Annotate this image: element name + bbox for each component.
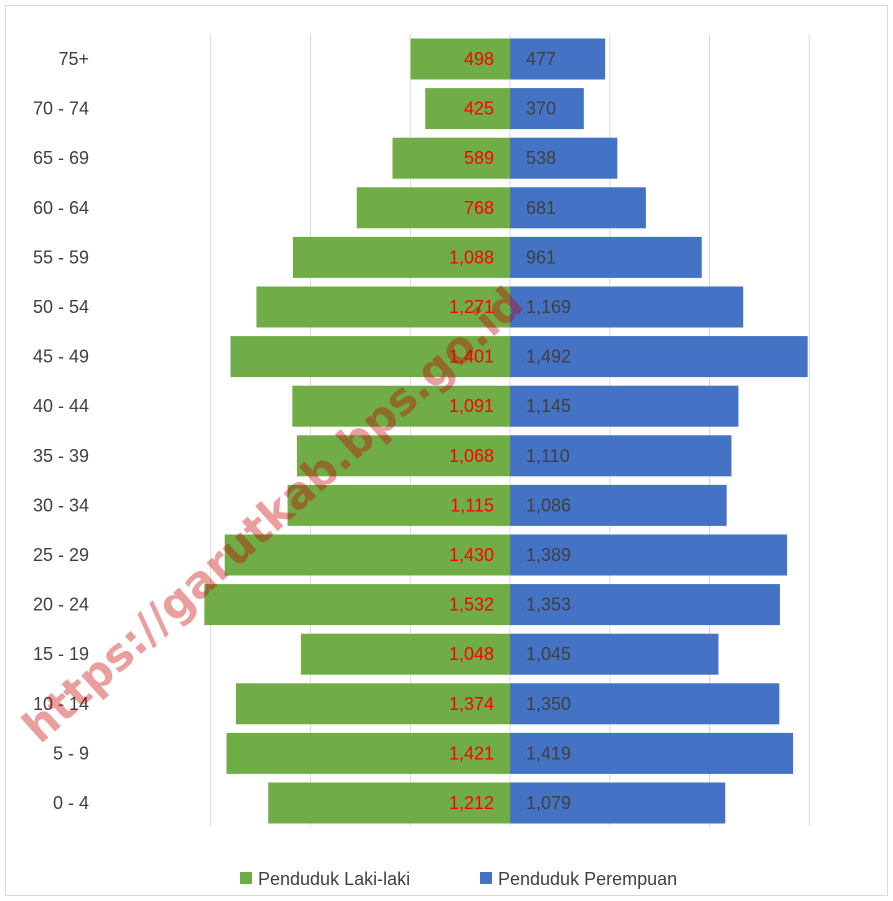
bar-male [292, 236, 510, 278]
bar-male [296, 435, 510, 477]
data-label-male: 1,088 [449, 247, 494, 267]
bar-male [425, 88, 510, 130]
data-label-female: 1,350 [526, 694, 571, 714]
category-label: 0 - 4 [53, 793, 89, 813]
data-label-female: 681 [526, 198, 556, 218]
category-label: 60 - 64 [33, 198, 89, 218]
data-label-female: 1,419 [526, 743, 571, 763]
bar-male [392, 137, 510, 179]
data-label-female: 1,169 [526, 297, 571, 317]
bar-female [510, 534, 788, 576]
bar-male [287, 484, 510, 526]
data-label-female: 1,492 [526, 347, 571, 367]
data-label-female: 538 [526, 148, 556, 168]
bar-female [510, 633, 719, 675]
category-label: 35 - 39 [33, 446, 89, 466]
bar-male [204, 584, 510, 626]
category-label: 5 - 9 [53, 743, 89, 763]
data-labels: 498 477 425 370 589 538 768 681 1,088 961 1,271 1,1… [449, 49, 571, 813]
bar-male [356, 187, 510, 229]
bar-male [230, 336, 511, 378]
bar-male [292, 385, 510, 427]
bar-male [224, 534, 510, 576]
bar-male [256, 286, 510, 328]
bar-male [410, 38, 510, 80]
data-label-male: 1,048 [449, 644, 494, 664]
data-label-female: 1,389 [526, 545, 571, 565]
legend: Penduduk Laki-laki Penduduk Perempuan [240, 869, 677, 889]
category-label: 20 - 24 [33, 595, 89, 615]
data-label-male: 1,374 [449, 694, 494, 714]
bar-female [510, 584, 780, 626]
legend-label-female: Penduduk Perempuan [498, 869, 677, 889]
category-label: 30 - 34 [33, 495, 89, 515]
data-label-male: 1,271 [449, 297, 494, 317]
data-label-female: 1,086 [526, 495, 571, 515]
category-label: 75+ [58, 49, 89, 69]
bar-female [510, 385, 739, 427]
category-label: 15 - 19 [33, 644, 89, 664]
data-label-male: 425 [464, 99, 494, 119]
data-label-female: 370 [526, 99, 556, 119]
data-label-male: 1,068 [449, 446, 494, 466]
data-label-male: 498 [464, 49, 494, 69]
bar-male [235, 683, 510, 725]
bar-female [510, 732, 794, 774]
category-label: 65 - 69 [33, 148, 89, 168]
data-label-female: 1,353 [526, 595, 571, 615]
bar-male [300, 633, 510, 675]
category-label: 10 - 14 [33, 694, 89, 714]
data-label-male: 1,212 [449, 793, 494, 813]
series-female-bars [510, 38, 808, 824]
bar-female [510, 88, 584, 130]
data-label-female: 1,145 [526, 396, 571, 416]
data-label-female: 961 [526, 247, 556, 267]
bar-female [510, 435, 732, 477]
data-label-female: 1,045 [526, 644, 571, 664]
data-label-male: 1,421 [449, 743, 494, 763]
data-label-male: 589 [464, 148, 494, 168]
bar-female [510, 286, 744, 328]
category-label: 55 - 59 [33, 247, 89, 267]
bar-female [510, 236, 702, 278]
data-label-male: 1,430 [449, 545, 494, 565]
series-male-bars [204, 38, 511, 824]
legend-label-male: Penduduk Laki-laki [258, 869, 410, 889]
bar-female [510, 187, 646, 229]
category-label: 45 - 49 [33, 347, 89, 367]
category-label: 70 - 74 [33, 99, 89, 119]
category-label: 25 - 29 [33, 545, 89, 565]
data-label-female: 1,079 [526, 793, 571, 813]
legend-swatch-female [480, 872, 492, 884]
data-label-male: 1,115 [450, 495, 494, 515]
category-label: 50 - 54 [33, 297, 89, 317]
bar-female [510, 137, 618, 179]
category-axis-labels: 75+ 70 - 74 65 - 69 60 - 64 55 - 59 50 - 54 45… [33, 49, 89, 813]
data-label-male: 1,091 [449, 396, 494, 416]
bar-female [510, 484, 727, 526]
bar-female [510, 683, 780, 725]
data-label-male: 1,401 [449, 347, 494, 367]
legend-swatch-male [240, 872, 252, 884]
bar-female [510, 782, 726, 824]
bar-male [268, 782, 510, 824]
data-label-female: 477 [526, 49, 556, 69]
data-label-female: 1,110 [526, 446, 570, 466]
bar-male [226, 732, 510, 774]
data-label-male: 1,532 [449, 595, 494, 615]
bar-female [510, 336, 808, 378]
category-label: 40 - 44 [33, 396, 89, 416]
bar-female [510, 38, 606, 80]
data-label-male: 768 [464, 198, 494, 218]
